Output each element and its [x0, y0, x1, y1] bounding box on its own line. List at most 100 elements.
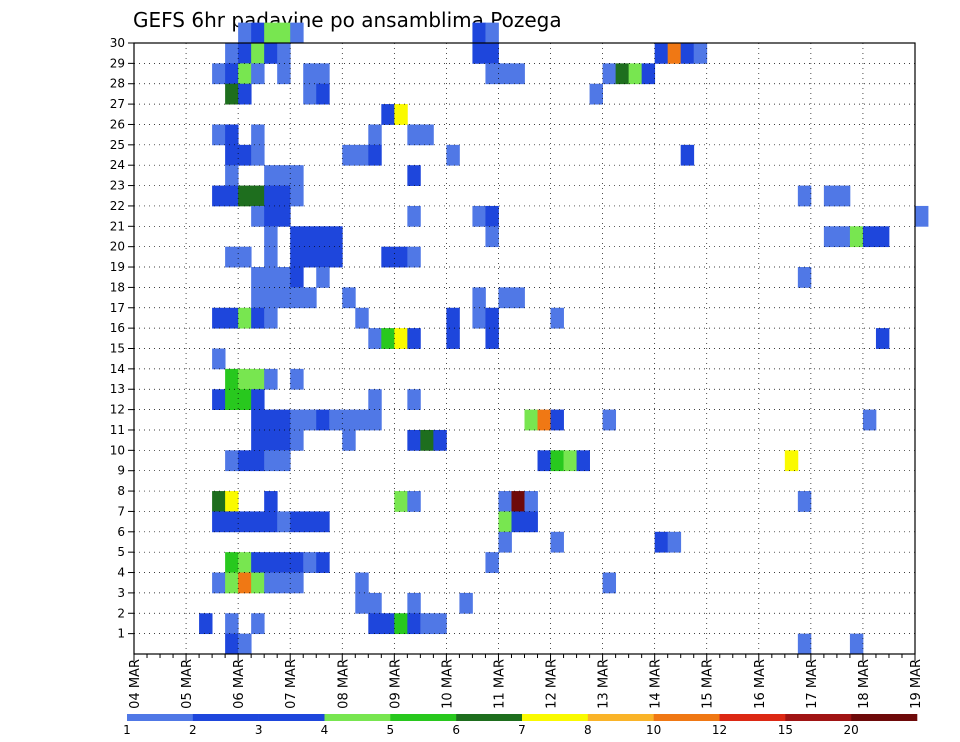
heatmap-cell: [225, 144, 239, 166]
heatmap-cell: [225, 572, 239, 594]
heatmap-cell: [264, 307, 278, 329]
heatmap-cell: [628, 63, 643, 85]
heatmap-cell: [251, 267, 265, 288]
heatmap-cell: [225, 633, 239, 655]
legend-label: 6: [452, 723, 460, 737]
heatmap-cell: [316, 63, 330, 85]
heatmap-cell: [212, 307, 226, 329]
x-tick-label: 09 MAR: [388, 659, 403, 709]
heatmap-cell: [355, 572, 369, 594]
heatmap-cell: [238, 307, 252, 329]
heatmap-cell: [277, 552, 291, 573]
heatmap-cell: [316, 83, 330, 105]
y-tick-label: 16: [110, 321, 125, 335]
heatmap-cell: [212, 491, 226, 512]
heatmap-cell: [251, 287, 265, 309]
heatmap-cell: [797, 267, 812, 288]
heatmap-cell: [355, 307, 369, 329]
heatmap-cell: [316, 511, 330, 533]
heatmap-cell: [264, 165, 278, 186]
y-tick-label: 24: [110, 158, 125, 172]
heatmap-cell: [394, 613, 408, 635]
heatmap-cell: [511, 511, 525, 533]
heatmap-cell: [251, 552, 265, 573]
heatmap-cell: [342, 287, 356, 309]
legend-label: 3: [255, 723, 263, 737]
heatmap-cell: [251, 409, 265, 431]
y-tick-label: 2: [117, 606, 125, 620]
heatmap-cell: [511, 63, 525, 85]
heatmap-cell: [550, 409, 564, 431]
heatmap-cell: [238, 368, 252, 390]
heatmap-cell: [238, 552, 252, 573]
x-tick-label: 19 MAR: [909, 659, 924, 709]
heatmap-cell: [264, 368, 278, 390]
heatmap-cell: [381, 613, 395, 635]
legend-swatch: [324, 714, 391, 721]
y-tick-label: 4: [117, 566, 125, 580]
heatmap-cell: [238, 83, 252, 105]
heatmap-cell: [654, 531, 669, 553]
heatmap-cell: [602, 63, 617, 85]
heatmap-cell: [797, 633, 812, 655]
heatmap-cell: [251, 307, 265, 329]
legend-swatch: [785, 714, 852, 721]
heatmap-cell: [550, 307, 564, 329]
y-tick-label: 12: [110, 403, 125, 417]
x-tick-label: 11 MAR: [492, 659, 507, 709]
heatmap-cell: [472, 287, 486, 309]
y-tick-label: 15: [110, 342, 125, 356]
heatmap-cell: [485, 226, 499, 248]
y-tick-label: 21: [110, 219, 125, 233]
heatmap-cell: [212, 348, 226, 370]
heatmap-cell: [615, 63, 630, 85]
legend-swatch: [653, 714, 720, 721]
heatmap-cell: [498, 511, 512, 533]
heatmap-cell: [290, 409, 304, 431]
heatmap-cell: [368, 613, 382, 635]
x-tick-label: 12 MAR: [545, 659, 560, 709]
legend-swatch: [192, 714, 259, 721]
heatmap-cell: [849, 633, 864, 655]
heatmap-cell: [680, 43, 695, 64]
heatmap-cell: [329, 226, 343, 248]
y-tick-label: 30: [110, 36, 125, 50]
heatmap-cell: [277, 63, 291, 85]
heatmap-cell: [472, 43, 486, 64]
heatmap-cell: [251, 429, 265, 451]
y-tick-label: 23: [110, 179, 125, 193]
heatmap-cell: [290, 267, 304, 288]
heatmap-cell: [277, 409, 291, 431]
heatmap-cell: [407, 124, 421, 146]
heatmap-cell: [537, 409, 551, 431]
heatmap-cell: [290, 511, 304, 533]
heatmap-cell: [277, 429, 291, 451]
heatmap-cell: [862, 226, 877, 248]
legend-label: 20: [844, 723, 859, 737]
heatmap-cell: [277, 43, 291, 64]
heatmap-cell: [225, 43, 239, 64]
heatmap-cell: [199, 613, 213, 635]
heatmap-cell: [316, 267, 330, 288]
heatmap-cells: [199, 22, 929, 655]
x-tick-label: 07 MAR: [284, 659, 299, 709]
legend-swatch: [719, 714, 786, 721]
heatmap-cell: [225, 552, 239, 573]
y-tick-label: 11: [110, 423, 125, 437]
heatmap-cell: [225, 511, 239, 533]
heatmap-cell: [550, 450, 564, 472]
heatmap-cell: [290, 552, 304, 573]
heatmap-cell: [797, 491, 812, 512]
heatmap-cell: [407, 328, 421, 349]
y-axis: 1234567891011121314151617181920212223242…: [110, 36, 134, 641]
heatmap-cell: [238, 22, 252, 44]
heatmap-cell: [407, 613, 421, 635]
heatmap-cell: [212, 185, 226, 207]
heatmap-cell: [316, 226, 330, 248]
y-tick-label: 9: [117, 464, 125, 478]
legend-swatch: [456, 714, 523, 721]
heatmap-cell: [394, 246, 408, 268]
heatmap-cell: [667, 43, 682, 64]
heatmap-cell: [251, 22, 265, 44]
x-tick-label: 15 MAR: [701, 659, 716, 709]
